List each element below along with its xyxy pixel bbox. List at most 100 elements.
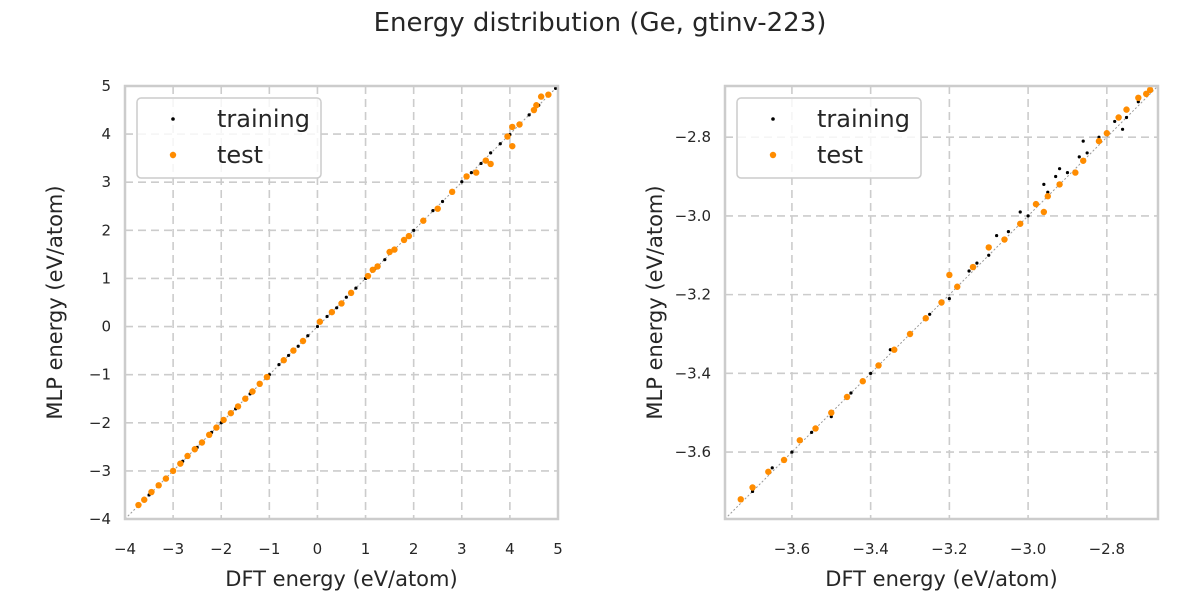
- training-point: [498, 142, 502, 146]
- test-point: [374, 263, 381, 270]
- test-point: [347, 289, 355, 297]
- test-point: [256, 380, 263, 388]
- training-point: [1136, 100, 1140, 104]
- training-point: [947, 296, 951, 301]
- test-point: [316, 318, 324, 325]
- test-point: [1123, 106, 1130, 113]
- legend-marker-test: [169, 151, 177, 159]
- test-point: [487, 160, 494, 168]
- training-point: [1081, 139, 1085, 143]
- test-point: [796, 437, 803, 444]
- training-point: [527, 113, 531, 117]
- test-point: [737, 496, 744, 503]
- test-point: [938, 299, 945, 306]
- training-point: [967, 269, 971, 273]
- test-point: [1056, 181, 1063, 188]
- training-point: [1085, 151, 1089, 155]
- test-point: [177, 460, 184, 467]
- training-point: [790, 450, 794, 454]
- x-tick-label: −3.4: [852, 540, 888, 558]
- y-tick-label: −3.2: [675, 286, 711, 304]
- test-point: [290, 347, 297, 354]
- test-point: [906, 330, 914, 338]
- test-point: [1080, 157, 1087, 164]
- x-tick-label: 4: [505, 540, 515, 558]
- x-tick-label: −2: [210, 540, 232, 558]
- test-point: [338, 300, 345, 307]
- test-point: [1040, 208, 1048, 216]
- test-point: [509, 123, 516, 131]
- y-tick-label: −3.0: [675, 207, 711, 225]
- test-point: [386, 248, 393, 256]
- test-point: [812, 425, 819, 432]
- test-point: [1017, 220, 1024, 227]
- training-point: [479, 161, 483, 166]
- training-point: [1065, 171, 1070, 175]
- legend-label-test: test: [217, 141, 263, 169]
- x-tick-label: 5: [553, 540, 563, 558]
- y-tick-label: 0: [101, 318, 111, 336]
- legend: training test: [136, 97, 322, 179]
- y-tick-label: −3: [89, 462, 111, 480]
- training-point: [553, 86, 558, 91]
- legend-box: [136, 97, 322, 179]
- test-point: [545, 91, 552, 98]
- test-point: [891, 346, 898, 353]
- test-point: [205, 431, 213, 439]
- test-point: [191, 446, 198, 453]
- test-point: [473, 169, 480, 176]
- test-point: [162, 475, 170, 482]
- training-point: [1077, 155, 1081, 159]
- training-point: [1124, 115, 1129, 120]
- test-point: [155, 482, 162, 489]
- test-point: [1115, 114, 1122, 121]
- training-point: [975, 261, 979, 265]
- test-point: [954, 283, 961, 290]
- test-point: [843, 393, 851, 401]
- x-tick-label: −4: [114, 540, 136, 558]
- training-point: [1006, 230, 1011, 234]
- test-point: [391, 246, 398, 253]
- y-tick-label: −2: [89, 414, 111, 432]
- training-point: [344, 295, 348, 299]
- training-point: [489, 151, 493, 155]
- test-point: [537, 93, 545, 100]
- x-tick-label: 0: [313, 540, 323, 558]
- test-point: [1135, 94, 1142, 102]
- y-tick-label: −4: [89, 510, 111, 528]
- training-point: [412, 228, 416, 232]
- legend-label-training: training: [217, 105, 310, 133]
- test-point: [213, 424, 220, 431]
- x-tick-label: 3: [457, 540, 467, 558]
- training-point: [296, 344, 300, 348]
- test-point: [749, 484, 756, 491]
- training-point: [1018, 210, 1022, 214]
- test-point: [448, 188, 456, 196]
- test-point: [969, 263, 977, 271]
- training-point: [1042, 182, 1046, 187]
- y-tick-label: 4: [101, 125, 111, 143]
- training-point: [995, 233, 999, 238]
- legend-label-test: test: [817, 141, 863, 169]
- chart-left: −4 −3 −2 −1 0 1 2 3 4 5 −4 −3 −2 −1 0 1 2 3 4 5 DFT energy (…: [43, 77, 563, 591]
- training-point: [431, 209, 435, 213]
- y-tick-label: 1: [101, 269, 111, 287]
- test-point: [400, 236, 408, 244]
- training-point: [770, 466, 774, 470]
- y-tick-label: 3: [101, 173, 111, 191]
- training-point: [469, 171, 473, 175]
- test-point: [198, 439, 206, 446]
- test-point: [148, 488, 155, 496]
- test-point: [242, 395, 249, 402]
- training-point: [306, 334, 310, 338]
- legend-marker-training: [771, 117, 775, 121]
- training-point: [325, 314, 329, 319]
- legend: training test: [736, 97, 922, 179]
- test-point: [780, 456, 788, 464]
- test-point: [1044, 193, 1051, 200]
- plot-frame: [123, 84, 560, 521]
- legend-marker-test: [769, 151, 777, 159]
- x-tick-label: −1: [258, 540, 280, 558]
- y-tick-label: −2.8: [675, 128, 711, 146]
- test-point: [985, 244, 992, 251]
